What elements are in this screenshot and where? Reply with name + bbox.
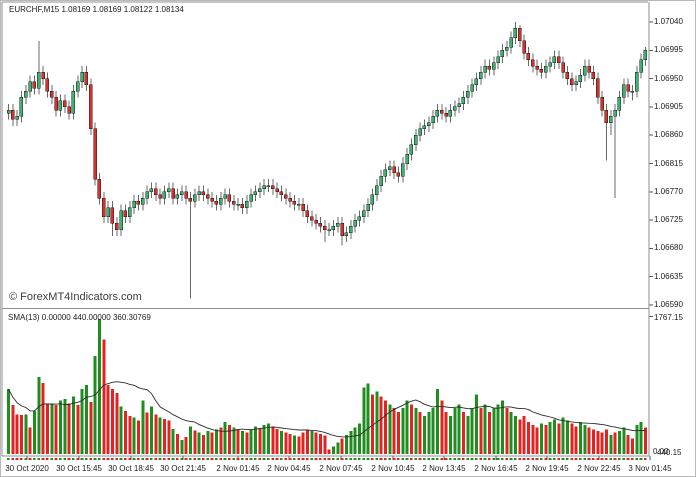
price-axis-label: 1.06995 [654, 45, 683, 55]
price-axis-label: 1.06860 [654, 130, 683, 140]
time-axis-label: 30 Oct 15:45 [56, 464, 102, 473]
price-axis-label: 1.06680 [654, 243, 683, 253]
volume-axis-level-label: 440.15 [657, 448, 682, 457]
volume-axis-max-label: 1767.15 [654, 313, 683, 322]
time-axis-label: 30 Oct 2020 [5, 464, 49, 473]
time-axis-label: 2 Nov 01:45 [216, 464, 260, 473]
price-axis-label: 1.06725 [654, 215, 683, 225]
time-axis-label: 30 Oct 18:45 [108, 464, 154, 473]
time-axis-label: 3 Nov 01:45 [628, 464, 672, 473]
time-axis-label: 2 Nov 04:45 [267, 464, 311, 473]
volume-axis-zero-label: 0.00 [653, 447, 669, 456]
price-axis-label: 1.06815 [654, 158, 683, 168]
time-axis-label: 2 Nov 19:45 [525, 464, 569, 473]
time-axis-label: 2 Nov 13:45 [422, 464, 466, 473]
price-axis-label: 1.07040 [654, 17, 683, 26]
price-axis-label: 1.06635 [654, 271, 683, 281]
price-axis-label: 1.06770 [654, 186, 683, 196]
time-axis-label: 2 Nov 22:45 [577, 464, 621, 473]
time-axis-label: 2 Nov 16:45 [474, 464, 518, 473]
main-chart-pane[interactable] [6, 22, 648, 299]
time-axis-label: 2 Nov 10:45 [371, 464, 415, 473]
price-axis-label: 1.06950 [654, 73, 683, 83]
watermark-text: © ForexMT4Indicators.com [9, 291, 142, 303]
symbol-ohlc-readout: EURCHF,M15 1.08169 1.08169 1.08122 1.081… [9, 5, 184, 14]
axis-tick-marks [26, 21, 653, 460]
time-axis-label: 30 Oct 21:45 [160, 464, 206, 473]
direction-dots-strip [7, 458, 647, 460]
volume-indicator-pane[interactable] [7, 319, 647, 454]
time-axis-label: 2 Nov 07:45 [319, 464, 363, 473]
price-axis-label: 1.06905 [654, 101, 683, 111]
price-axis-label: 1.06590 [654, 300, 683, 309]
indicator-value-readout: SMA(13) 0.00000 440.00000 360.30769 [8, 313, 151, 322]
